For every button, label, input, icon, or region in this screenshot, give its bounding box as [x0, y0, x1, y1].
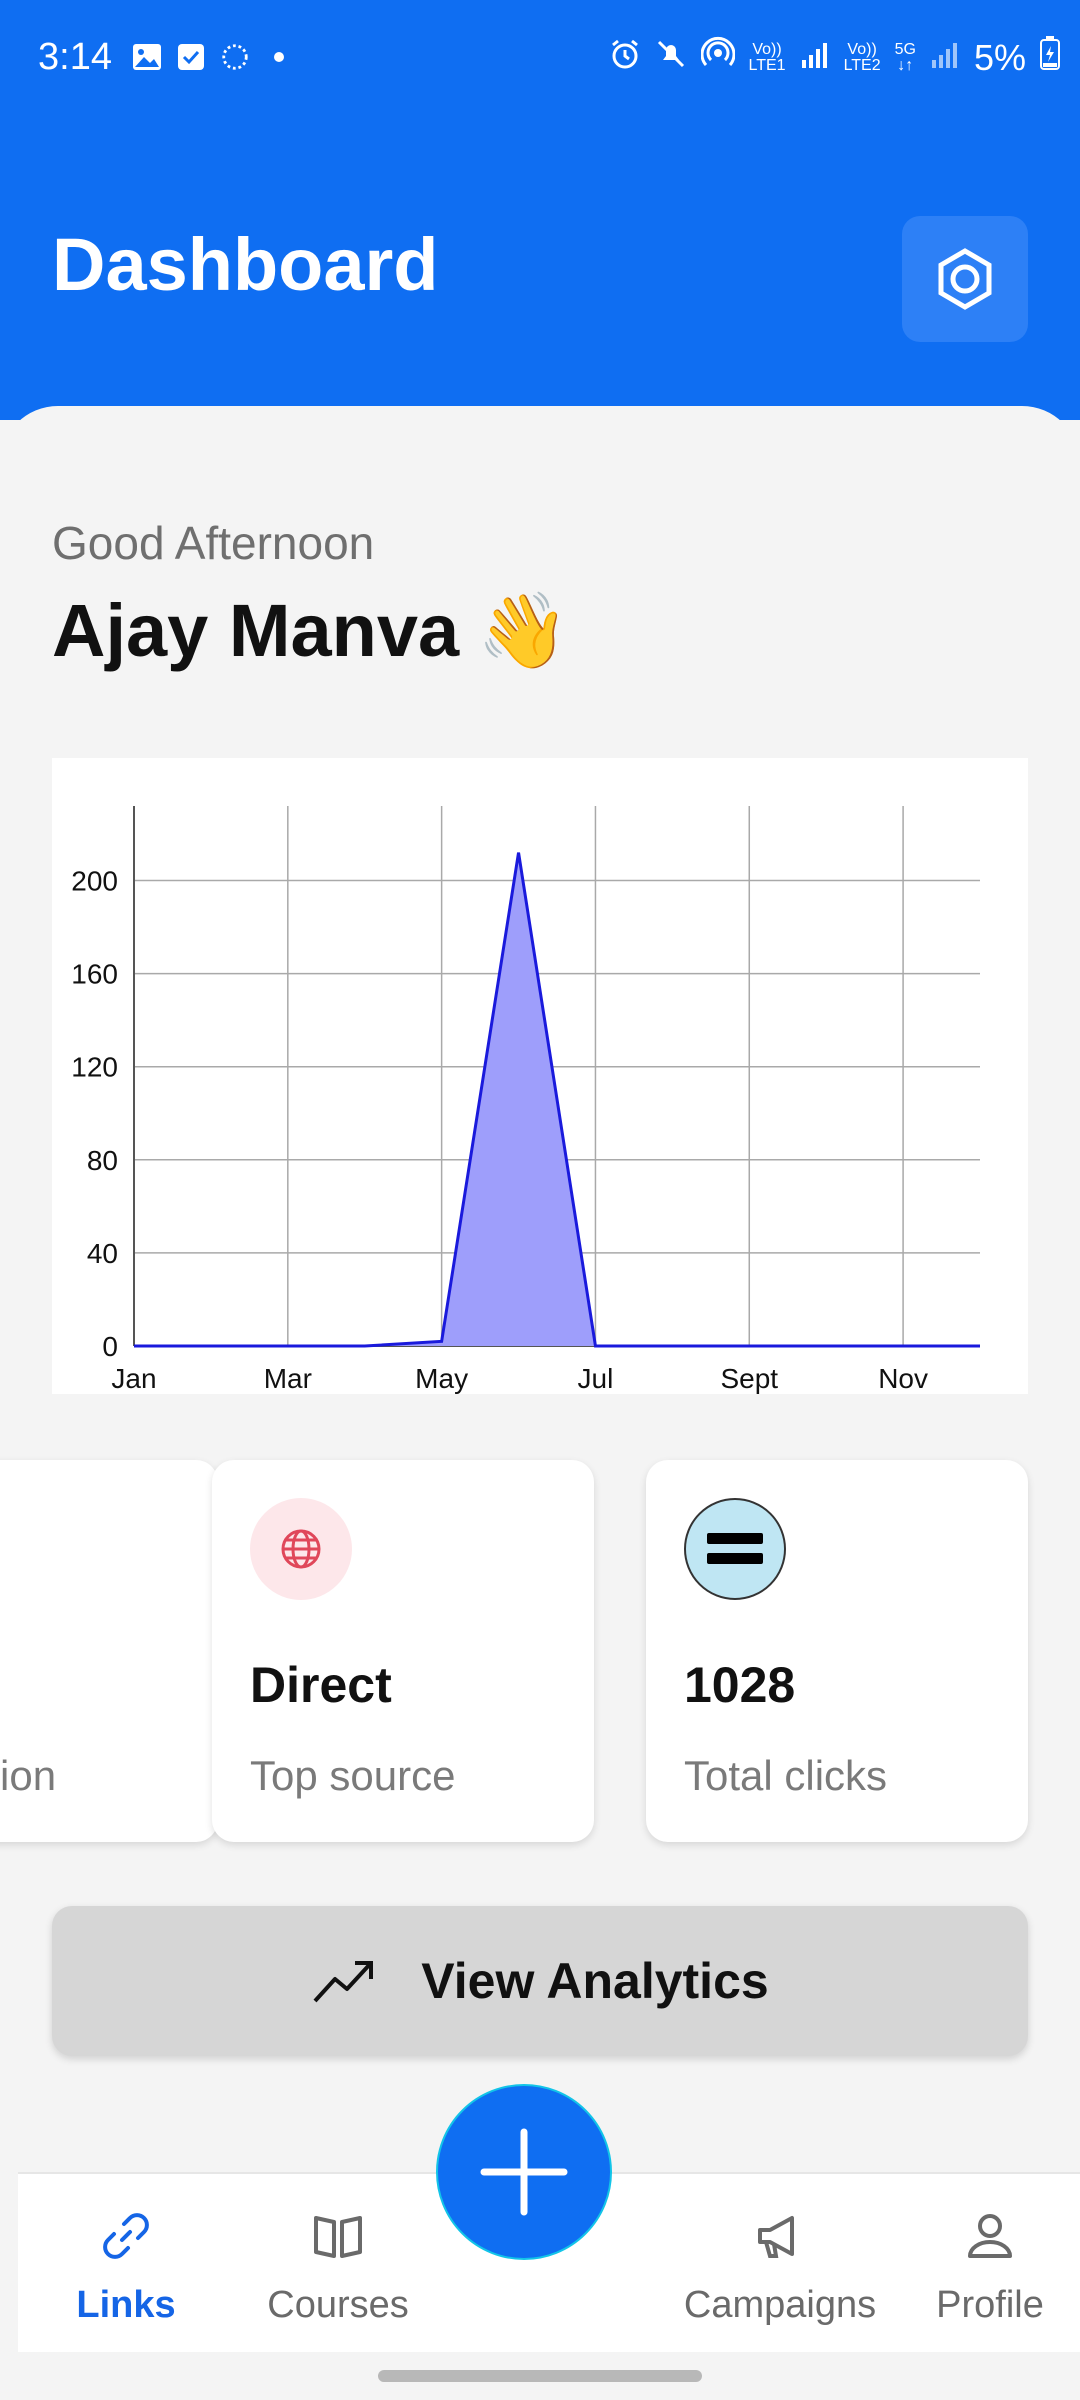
- system-icons: Vo)) LTE1 Vo)) LTE2 5G ↓↑ 5%: [609, 36, 1060, 79]
- nav-item-links[interactable]: Links: [26, 2174, 226, 2352]
- plus-icon: [480, 2128, 568, 2216]
- sync-icon: [220, 42, 250, 72]
- book-icon: [314, 2216, 362, 2258]
- area-line: [134, 852, 980, 1348]
- lte1-indicator: Vo)) LTE1: [748, 40, 786, 74]
- megaphone-icon: [758, 2216, 794, 2258]
- stat-label-total-clicks: Total clicks: [684, 1752, 888, 1799]
- alarm-icon: [609, 37, 641, 79]
- status-time: 3:14: [38, 36, 112, 78]
- header-background: [0, 0, 1080, 420]
- status-bar: 3:14 Vo)) LTE1 Vo)) LTE2 5G ↓↑: [0, 0, 1080, 120]
- settings-button[interactable]: [902, 216, 1028, 342]
- page-title: Dashboard: [52, 223, 439, 306]
- view-analytics-label: View Analytics: [421, 1953, 769, 2009]
- task-check-icon: [176, 42, 206, 72]
- settings-hexagon-icon: [938, 248, 992, 310]
- stat-card-partial[interactable]: ion: [0, 1460, 218, 1842]
- stat-value-total-clicks: 1028: [684, 1657, 796, 1713]
- y-tick-label: 80: [87, 1145, 118, 1176]
- user-icon: [968, 2214, 1012, 2258]
- y-tick-label: 200: [71, 865, 118, 896]
- y-tick-label: 160: [71, 959, 118, 990]
- lte2-indicator: Vo)) LTE2: [843, 40, 881, 74]
- bottom-navigation: Links Courses Campaigns Profile: [18, 2172, 1080, 2352]
- y-tick-label: 40: [87, 1238, 118, 1269]
- y-tick-label: 0: [102, 1331, 118, 1362]
- content-sheet: [0, 406, 1080, 2400]
- fiveg-indicator: 5G ↓↑: [894, 40, 916, 74]
- signal-icon-2: [930, 37, 960, 79]
- x-tick-label: Jul: [578, 1363, 614, 1394]
- dot-icon: [264, 42, 294, 72]
- x-tick-label: Sept: [720, 1363, 778, 1394]
- nav-item-campaigns[interactable]: Campaigns: [662, 2174, 898, 2352]
- clicks-chart: 0 40 80 120 160 200 Jan Mar May Jul Sept Nov: [52, 758, 1028, 1394]
- greeting-salutation: Good Afternoon: [52, 517, 375, 569]
- user-name: Ajay Manva 👋: [52, 588, 569, 675]
- gallery-icon: [132, 42, 162, 72]
- home-indicator[interactable]: [378, 2370, 702, 2382]
- trending-up-icon: [313, 1961, 374, 2003]
- nav-item-courses[interactable]: Courses: [238, 2174, 438, 2352]
- x-tick-label: Mar: [264, 1363, 312, 1394]
- notification-icons: [132, 42, 294, 72]
- globe-icon: [250, 1498, 352, 1600]
- signal-icon-1: [800, 37, 830, 79]
- stat-card-top-source[interactable]: Direct Top source: [212, 1460, 594, 1842]
- nav-label-campaigns: Campaigns: [683, 2284, 877, 2326]
- clicks-chart-svg: 0 40 80 120 160 200 Jan Mar May Jul Sept Nov: [71, 806, 980, 1394]
- add-button[interactable]: [436, 2084, 612, 2260]
- nav-item-profile[interactable]: Profile: [890, 2174, 1080, 2352]
- x-tick-label: Nov: [878, 1363, 928, 1394]
- y-tick-label: 120: [71, 1052, 118, 1083]
- mute-icon: [655, 37, 687, 79]
- user-name-text: Ajay Manva: [52, 589, 460, 672]
- stat-label-partial: ion: [0, 1752, 57, 1799]
- stat-label-top-source: Top source: [250, 1752, 456, 1799]
- nav-label-courses: Courses: [267, 2284, 409, 2326]
- link-icon: [103, 2213, 149, 2259]
- equals-icon: [684, 1498, 786, 1600]
- area-fill: [134, 852, 980, 1346]
- wave-emoji: 👋: [477, 589, 570, 672]
- view-analytics-button[interactable]: View Analytics: [52, 1906, 1028, 2056]
- nav-label-profile: Profile: [936, 2284, 1044, 2326]
- hotspot-icon: [700, 36, 735, 79]
- x-tick-label: Jan: [111, 1363, 156, 1394]
- stat-value-top-source: Direct: [250, 1657, 392, 1713]
- battery-icon: [1040, 36, 1060, 79]
- stat-card-total-clicks[interactable]: 1028 Total clicks: [646, 1460, 1028, 1842]
- x-tick-label: May: [415, 1363, 468, 1394]
- nav-label-links: Links: [76, 2284, 176, 2326]
- battery-text: 5%: [973, 36, 1026, 78]
